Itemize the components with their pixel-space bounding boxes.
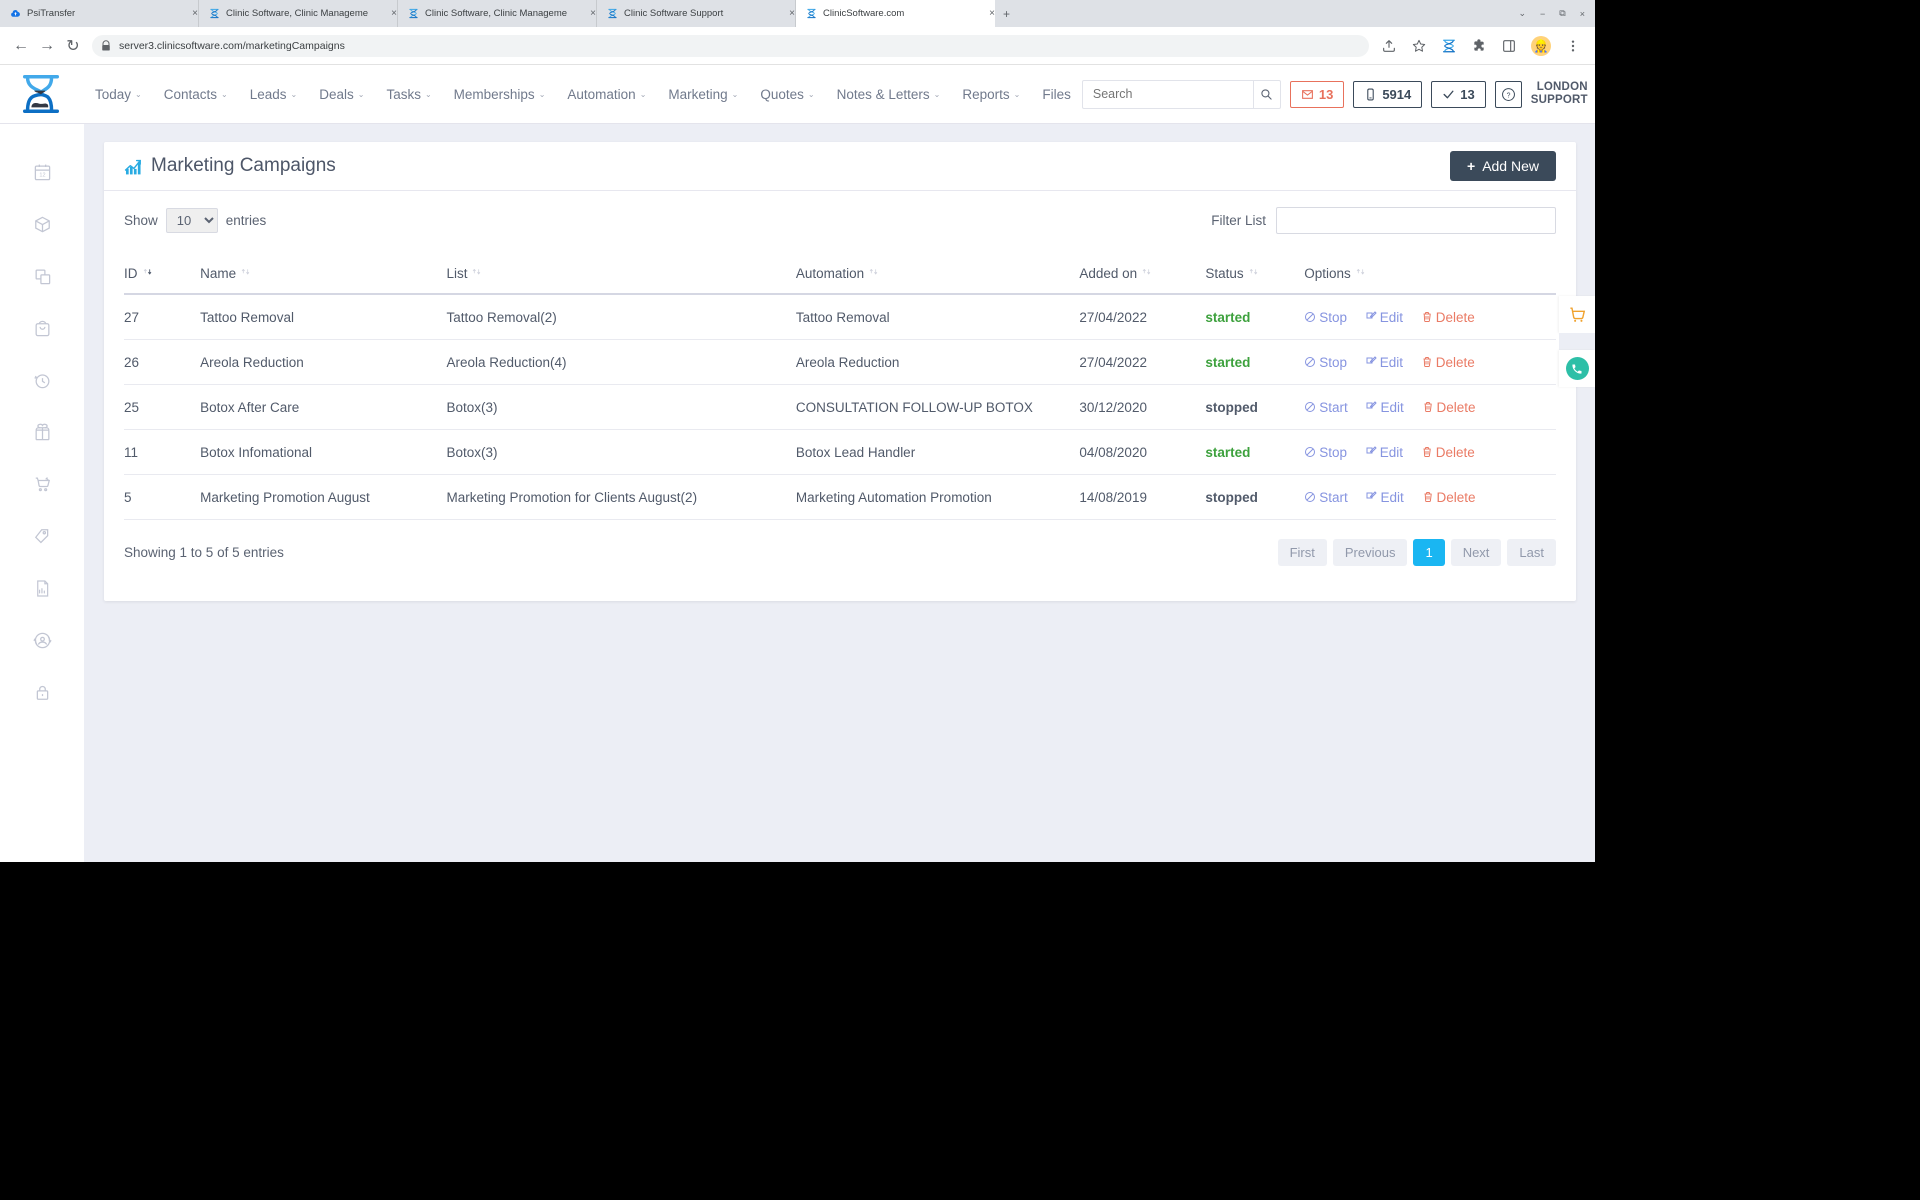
svg-text:?: ? xyxy=(1506,92,1510,99)
svg-text:12: 12 xyxy=(39,172,45,178)
